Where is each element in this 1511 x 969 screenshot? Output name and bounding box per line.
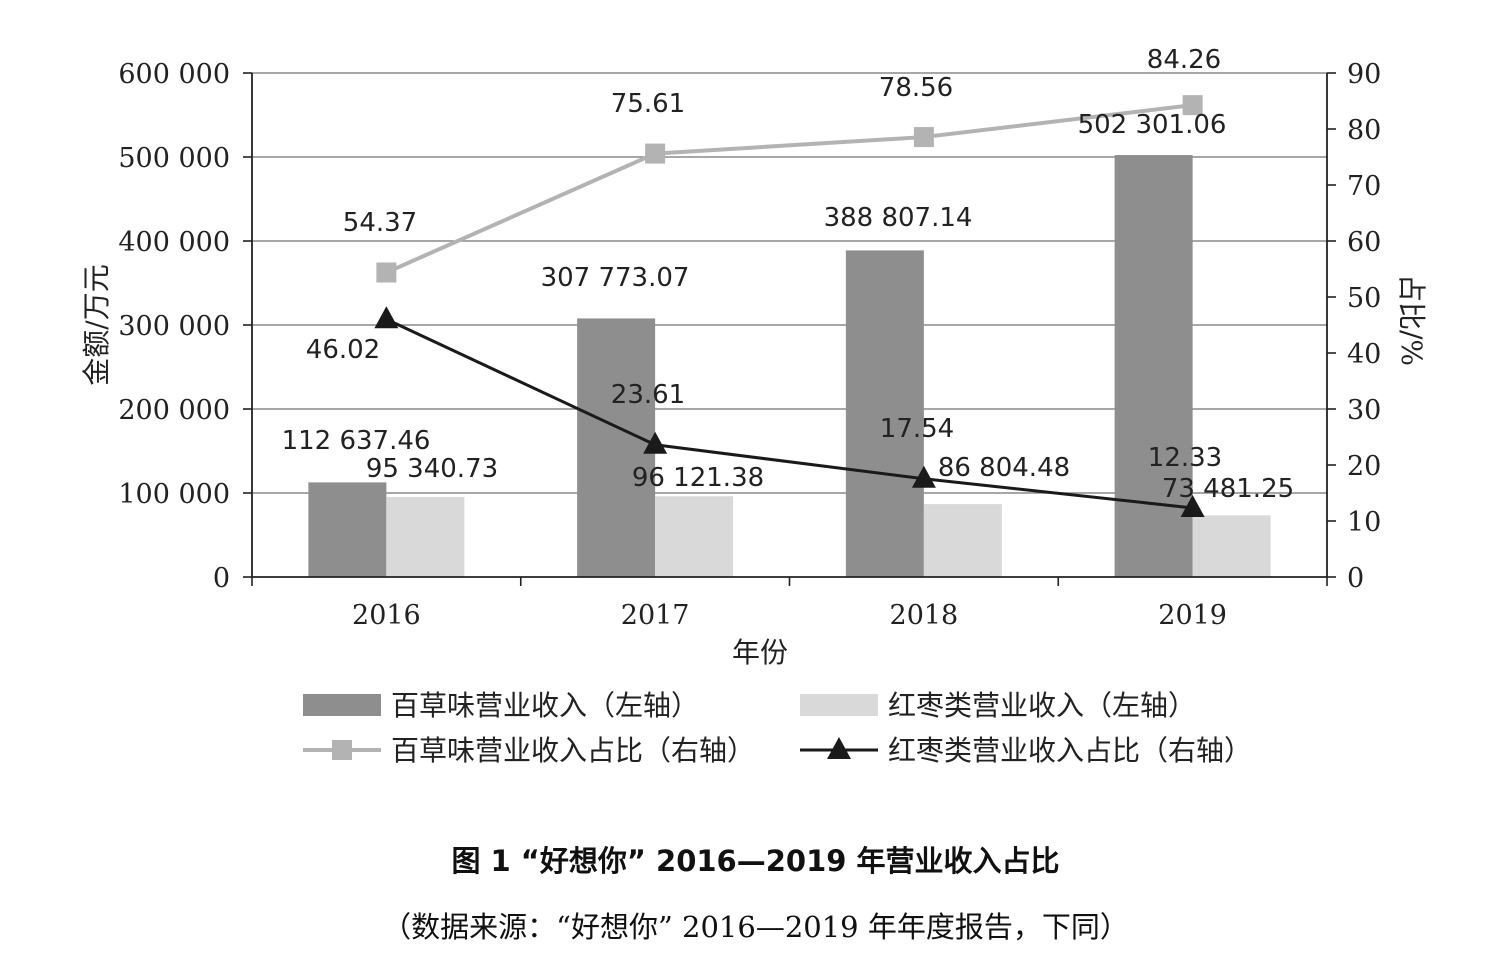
y-left-tick-label: 300 000: [118, 311, 230, 342]
bar: [923, 504, 1002, 577]
x-axis-title: 年份: [732, 636, 788, 669]
legend-label: 红枣类营业收入占比（右轴）: [888, 734, 1252, 767]
data-label: 78.56: [879, 73, 953, 103]
triangle-marker: [643, 431, 668, 454]
legend-label: 红枣类营业收入（左轴）: [888, 689, 1196, 722]
y-right-tick-label: 80: [1347, 115, 1381, 146]
data-label: 75.61: [611, 89, 685, 119]
figure-caption-title: 图 1 “好想你” 2016—2019 年营业收入占比: [451, 844, 1060, 878]
data-label: 73 481.25: [1162, 474, 1294, 504]
legend-label: 百草味营业收入占比（右轴）: [391, 734, 755, 767]
series-line: [385, 103, 1193, 275]
chart: 0 100 000 200 000 300 000 400 000 500 000 600 …: [80, 45, 1428, 767]
triangle-marker: [374, 306, 399, 329]
y-left-axis-title: 金额/万元: [80, 264, 113, 385]
legend-square-marker: [332, 740, 352, 760]
bar: [308, 482, 387, 577]
square-marker: [376, 262, 397, 283]
y-left-tick-label: 200 000: [118, 395, 230, 426]
data-label: 23.61: [611, 380, 685, 410]
data-label: 388 807.14: [824, 203, 973, 233]
x-tick-label: 2019: [1158, 600, 1227, 631]
square-marker: [645, 143, 666, 164]
y-right-tick-label: 40: [1347, 339, 1381, 370]
y-right-tick-label: 60: [1347, 227, 1381, 258]
bar: [386, 496, 465, 577]
bar: [845, 250, 924, 577]
y-left-tick-label: 600 000: [118, 59, 230, 90]
bar: [1192, 515, 1271, 577]
data-label: 307 773.07: [541, 263, 690, 293]
legend-swatch: [800, 694, 878, 716]
y-right-tick-label: 20: [1347, 451, 1381, 482]
square-marker: [913, 127, 934, 148]
y-right-axis-title: 占比/%: [1395, 274, 1428, 366]
data-label: 12.33: [1148, 443, 1222, 473]
data-label: 54.37: [343, 208, 417, 238]
y-right-tick-label: 70: [1347, 171, 1381, 202]
bar: [655, 496, 734, 577]
bar: [1114, 155, 1193, 577]
y-right-tick-label: 30: [1347, 395, 1381, 426]
x-tick-label: 2018: [890, 600, 959, 631]
x-tick-label: 2017: [621, 600, 690, 631]
y-left-tick-label: 100 000: [118, 479, 230, 510]
data-label: 84.26: [1147, 45, 1221, 75]
figure-caption-source: （数据来源：“好想你” 2016—2019 年年度报告，下同）: [382, 910, 1129, 944]
legend-triangle-marker: [827, 737, 851, 759]
data-label: 46.02: [306, 335, 380, 365]
bar: [577, 318, 656, 577]
data-label: 86 804.48: [938, 453, 1070, 483]
y-right-tick-label: 0: [1347, 563, 1364, 594]
data-label: 502 301.06: [1078, 110, 1227, 140]
y-right-tick-label: 10: [1347, 507, 1381, 538]
y-right-tick-label: 50: [1347, 283, 1381, 314]
y-right-tick-label: 90: [1347, 59, 1381, 90]
series-line: [385, 317, 1193, 510]
data-label: 112 637.46: [282, 426, 431, 456]
data-label: 96 121.38: [632, 463, 764, 493]
triangle-marker: [911, 465, 936, 488]
legend-swatch: [303, 694, 381, 716]
data-label: 95 340.73: [366, 454, 498, 484]
legend-label: 百草味营业收入（左轴）: [391, 689, 699, 722]
y-left-tick-label: 400 000: [118, 227, 230, 258]
data-label: 17.54: [880, 414, 954, 444]
x-tick-label: 2016: [352, 600, 421, 631]
square-marker: [1182, 95, 1203, 116]
y-left-tick-label: 500 000: [118, 143, 230, 174]
triangle-marker: [1180, 494, 1205, 517]
y-left-tick-label: 0: [213, 563, 230, 594]
